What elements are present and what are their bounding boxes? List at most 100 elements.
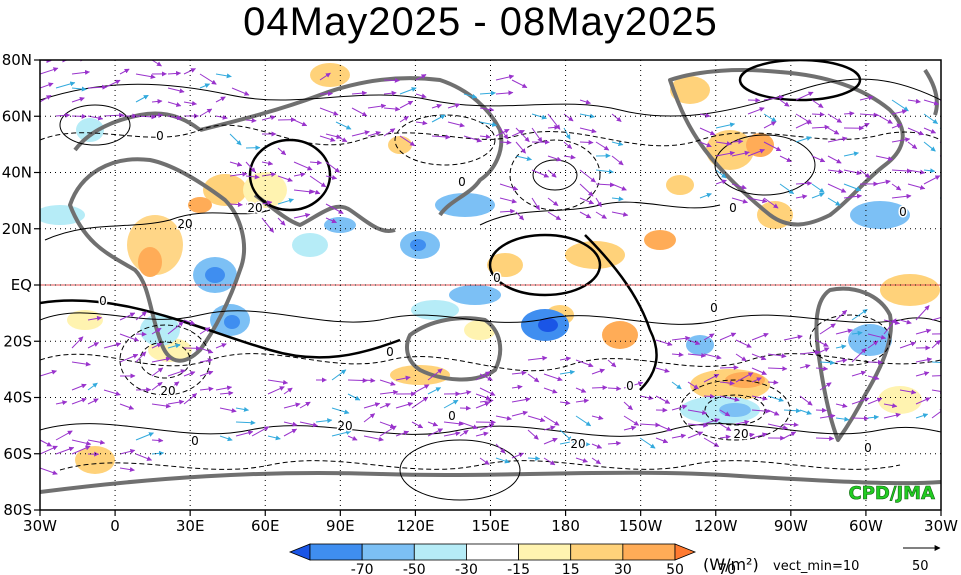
flux-vector (531, 197, 540, 211)
flux-vector (843, 183, 862, 192)
flux-vector (309, 175, 327, 188)
flux-vector (779, 183, 795, 195)
color-legend: -70 -50 -30 -15 15 30 50 70 (288, 543, 736, 575)
flux-vector (819, 360, 836, 366)
flux-vector (151, 113, 164, 119)
flux-vector (527, 455, 541, 461)
flux-vector (867, 414, 879, 420)
flux-vector (547, 197, 559, 206)
flux-vector (383, 128, 396, 137)
flux-vector (283, 428, 298, 437)
flux-vector (687, 422, 709, 428)
flux-vector (595, 211, 607, 219)
flux-vector (55, 446, 75, 455)
flux-vector (363, 377, 376, 383)
flux-vector (415, 120, 428, 126)
lat-tick-label: 60S (3, 445, 32, 463)
contour-label: 20 (160, 384, 175, 398)
contour-label: 0 (729, 201, 737, 215)
flux-vector (399, 100, 414, 109)
flux-vector (87, 382, 98, 391)
flux-vector (151, 327, 162, 335)
flux-vector (715, 179, 727, 185)
flux-vector (923, 113, 939, 125)
flux-vector (395, 375, 411, 381)
flux-vector (183, 319, 196, 325)
flux-vector (335, 121, 352, 130)
flux-vector (883, 403, 898, 409)
flux-vector (427, 368, 443, 381)
flux-vector (687, 381, 699, 390)
flux-vector (319, 72, 331, 81)
flux-vector (579, 169, 596, 183)
flux-vector (767, 395, 784, 402)
flux-vector (767, 423, 788, 430)
flux-vector (699, 112, 711, 118)
flux-vector (261, 200, 273, 206)
flux-vector (135, 351, 147, 363)
legend-label: -50 (403, 562, 426, 575)
flux-vector (399, 87, 417, 95)
flux-vector (167, 101, 182, 107)
flux-vector (71, 361, 91, 367)
watermark: CPD/JMA (849, 483, 936, 504)
flux-vector (511, 452, 525, 459)
contour-label: 0 (99, 294, 107, 308)
flux-vector (215, 73, 232, 79)
flux-vector (799, 409, 812, 415)
lon-tick-label: 30W (23, 517, 57, 535)
flux-vector (104, 60, 106, 61)
flux-vector (499, 197, 517, 204)
flux-vector (277, 217, 286, 226)
flux-vector (607, 359, 617, 368)
flux-vector (325, 175, 338, 180)
flux-vector (443, 399, 459, 409)
flux-vector (559, 369, 575, 375)
flux-vector (851, 308, 868, 321)
flux-vector (40, 369, 57, 377)
flux-vector (799, 349, 820, 355)
flux-vector (595, 141, 610, 151)
flux-vector (71, 439, 92, 446)
contour-label: 0 (493, 271, 501, 285)
flux-vector (735, 419, 750, 425)
flux-vector (931, 388, 941, 394)
flux-vector (779, 99, 790, 107)
flux-vector (135, 432, 154, 441)
flux-vector (671, 335, 691, 341)
flux-vector (811, 99, 824, 109)
flux-vector (245, 174, 260, 180)
flux-vector (527, 415, 546, 423)
flux-vector (835, 309, 848, 321)
flux-vector (367, 103, 387, 109)
flux-vector (687, 352, 707, 358)
flux-vector (229, 161, 243, 167)
flux-vector (459, 421, 479, 430)
contour-label: 0 (710, 301, 718, 315)
flux-vector (267, 435, 281, 441)
flux-vector (431, 103, 442, 109)
flux-vector (293, 161, 313, 171)
flux-vector (427, 428, 444, 437)
flux-vector (907, 183, 926, 190)
flux-vector (747, 197, 768, 204)
reference-vector-label: 50 (912, 559, 929, 574)
flux-vector (563, 154, 576, 160)
flux-vector (719, 395, 740, 402)
flux-vector (611, 155, 624, 166)
flux-vector (135, 311, 147, 321)
flux-vector (719, 365, 739, 371)
legend-left-arrow (288, 543, 311, 561)
flux-vector (815, 339, 829, 347)
flux-vector (795, 91, 814, 101)
flux-vector (595, 169, 614, 175)
flux-vector (923, 99, 940, 106)
flux-vector (199, 358, 213, 363)
flux-vector (331, 369, 347, 381)
legend-box (309, 543, 363, 561)
flux-vector (235, 430, 254, 437)
flux-vector (379, 425, 397, 437)
flux-vector (325, 161, 340, 173)
flux-vector (511, 397, 531, 403)
legend-label: -70 (351, 562, 374, 575)
